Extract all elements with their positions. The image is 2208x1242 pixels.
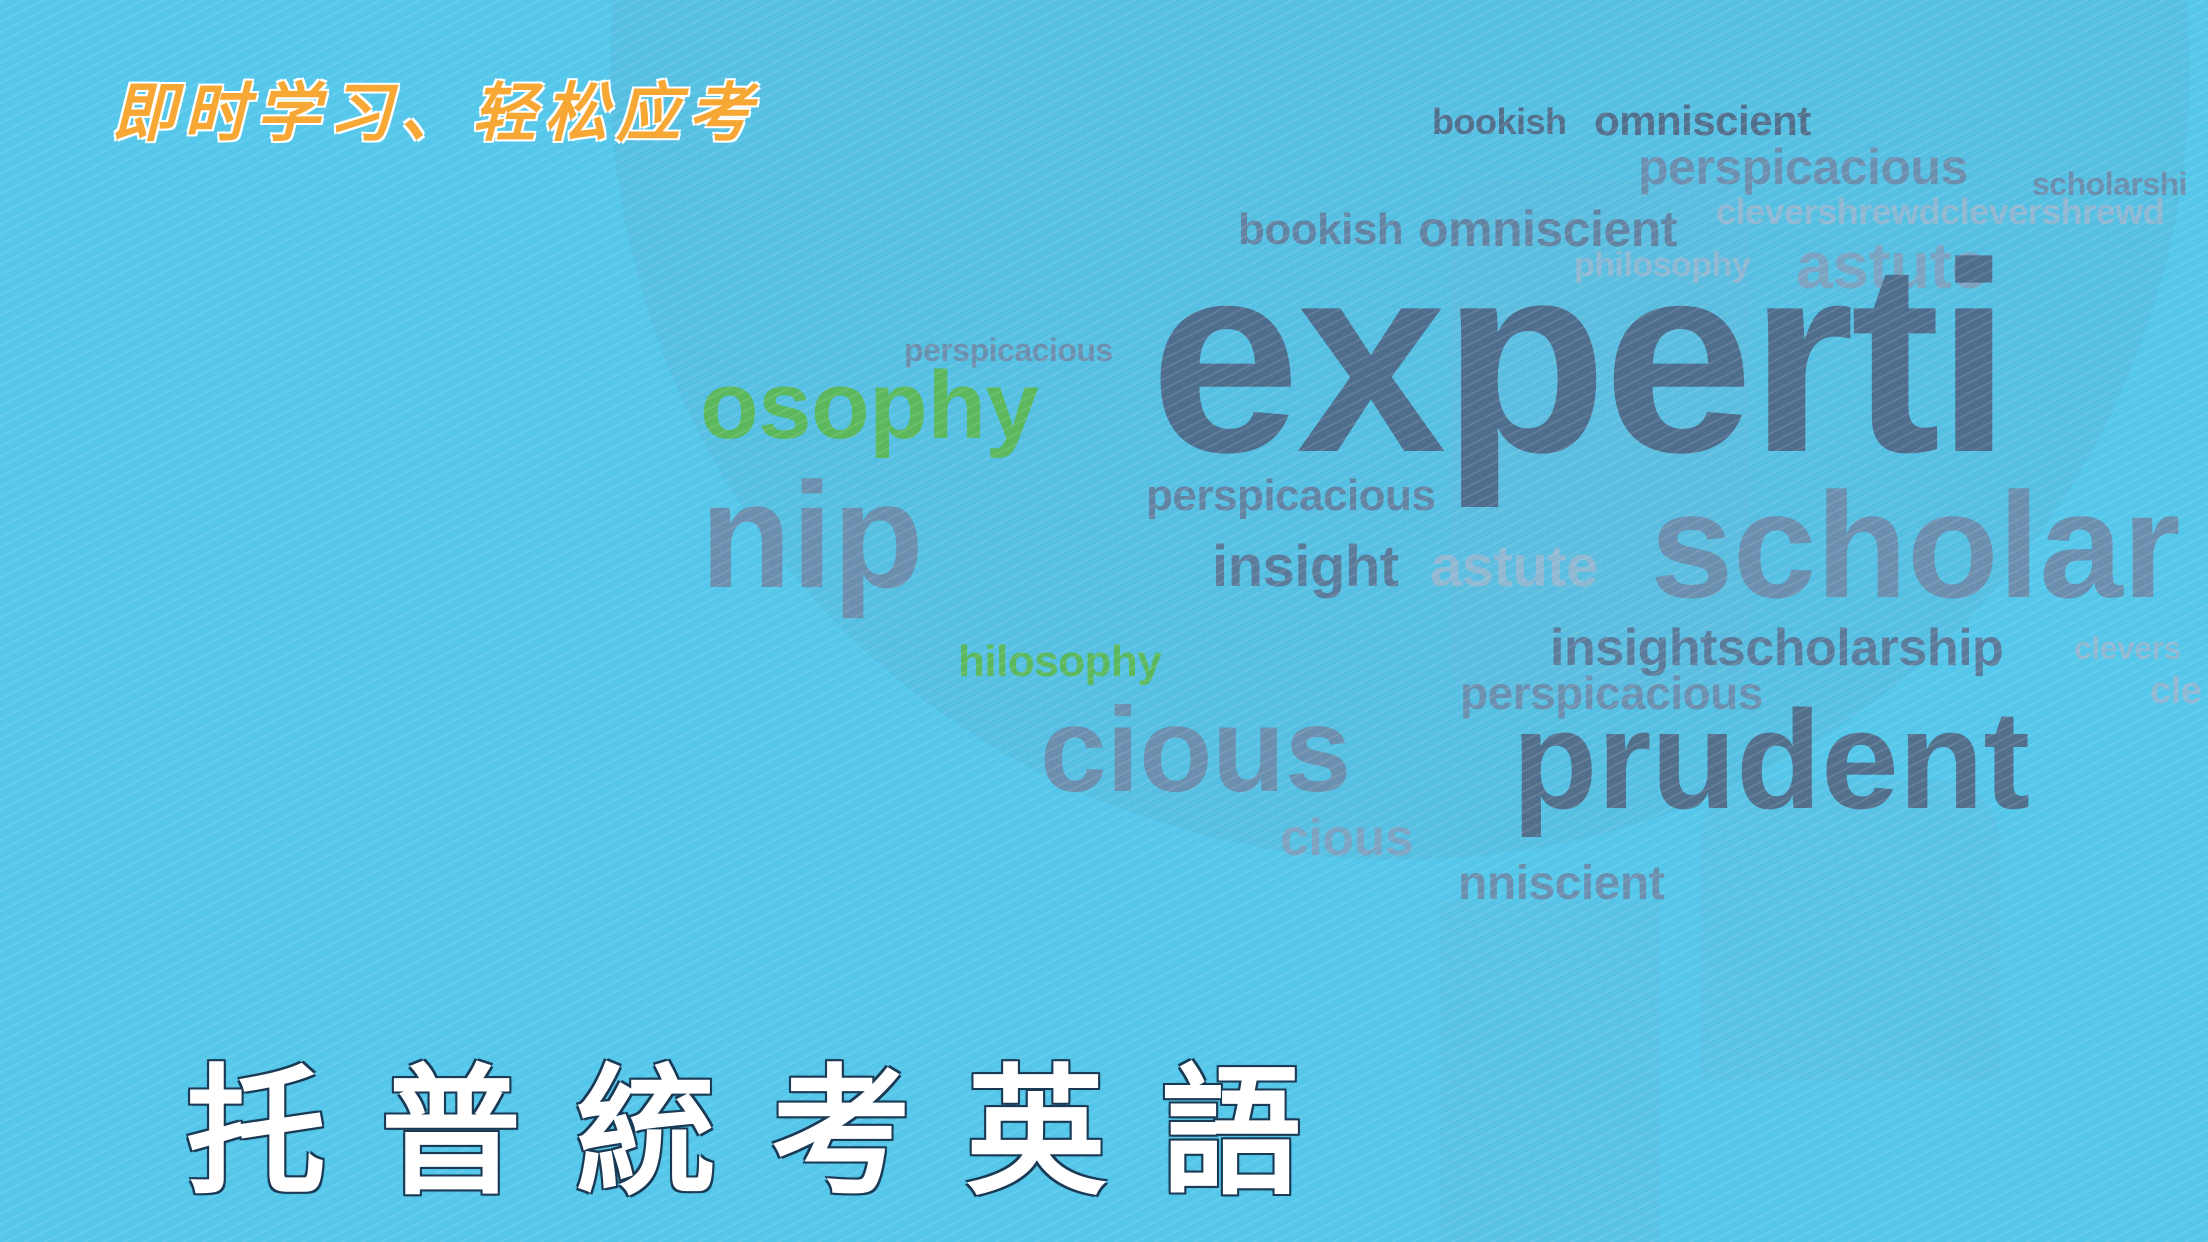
cloud-word: clevershrewdclevershrewd bbox=[1716, 191, 2165, 232]
cloud-word: philosophy bbox=[1574, 246, 1751, 284]
cloud-word: prudent bbox=[1512, 681, 2030, 838]
cloud-word: hilosophy bbox=[958, 637, 1162, 686]
cloud-word: scholarshi bbox=[2032, 166, 2188, 202]
cloud-word: nip bbox=[700, 451, 924, 619]
cloud-word: insightscholarship bbox=[1550, 619, 2004, 677]
decorative-letter-block bbox=[1700, 780, 2000, 1080]
cloud-word: omniscient bbox=[1418, 201, 1677, 257]
cloud-word: experti bbox=[1150, 208, 2011, 509]
cloud-word: cious bbox=[1280, 809, 1414, 867]
cloud-word: osophy bbox=[700, 352, 1039, 459]
decorative-letter-block bbox=[1440, 900, 1660, 1242]
cloud-word: perspicacious bbox=[904, 332, 1113, 368]
cloud-word: nniscient bbox=[1458, 857, 1665, 910]
cloud-word: scholar bbox=[1650, 461, 2181, 629]
tagline: 即时学习、轻松应考 bbox=[112, 76, 760, 151]
cloud-word: cle bbox=[2150, 670, 2202, 712]
cloud-word: perspicacious bbox=[1146, 471, 1436, 520]
cloud-word: insight bbox=[1212, 534, 1399, 599]
cloud-word: perspicacious bbox=[1460, 667, 1763, 719]
decorative-letter-block bbox=[1450, 180, 1750, 700]
cloud-word: cious bbox=[1040, 683, 1351, 817]
cloud-word: clevers bbox=[2074, 630, 2181, 666]
cloud-word: bookish bbox=[1432, 101, 1567, 142]
cloud-word: bookish bbox=[1238, 205, 1404, 254]
cloud-word: astute bbox=[1796, 228, 1988, 302]
cloud-word: omniscient bbox=[1594, 97, 1811, 144]
page-title: 托普統考英語 bbox=[186, 1052, 1357, 1215]
cloud-word: astute bbox=[1430, 534, 1598, 599]
cloud-word: perspicacious bbox=[1638, 139, 1968, 195]
